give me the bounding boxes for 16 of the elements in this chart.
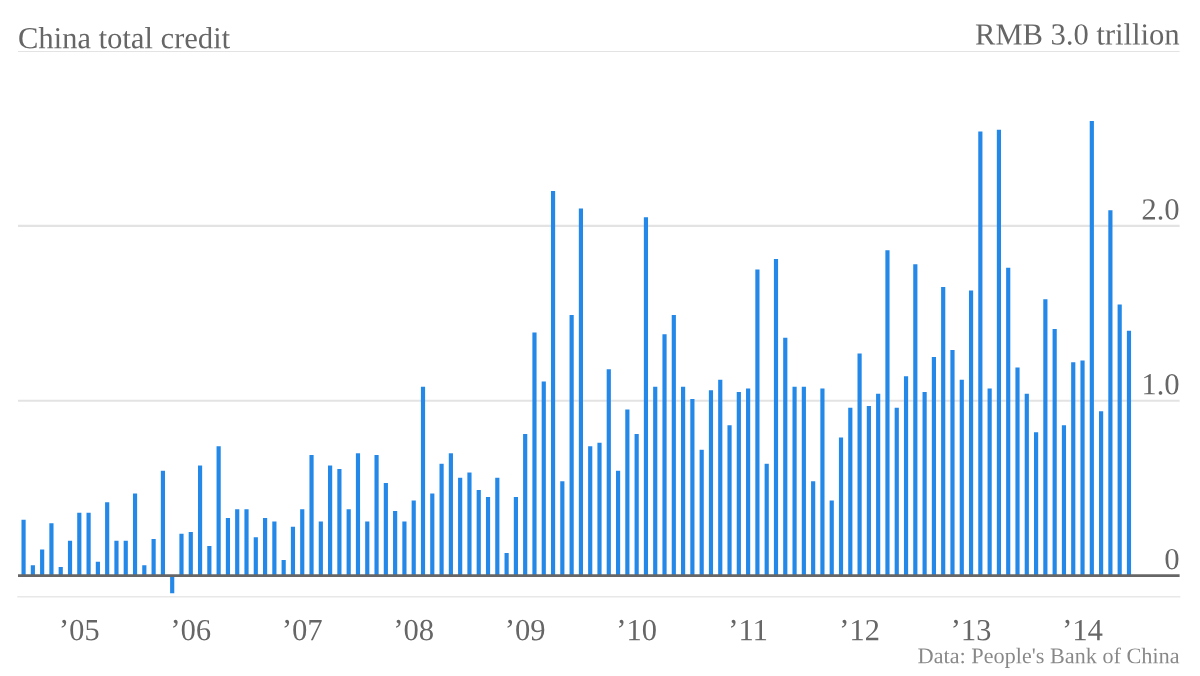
y-tick-label: 0 [1165, 548, 1179, 570]
y-tick-label: RMB 3.0 trillion [975, 23, 1180, 45]
y-tick-label: 1.0 [1144, 373, 1179, 395]
x-tick-label: ’09 [507, 619, 545, 641]
text: Data: People's Bank of China [918, 647, 1180, 668]
x-tick-label: ’06 [173, 619, 211, 641]
x-tick-label: ’07 [284, 619, 322, 641]
x-tick-label: ’12 [841, 619, 879, 641]
x-tick-label: ’13 [953, 619, 991, 641]
x-tick-label: ’08 [396, 619, 433, 641]
x-tick-label: ’10 [618, 619, 656, 641]
y-tick-label: 2.0 [1142, 199, 1179, 220]
x-tick-label: ’14 [1064, 619, 1103, 641]
x-tick-label: ’11 [731, 619, 767, 641]
x-tick-label: ’05 [61, 619, 99, 641]
chart-title: China total credit [19, 26, 230, 49]
